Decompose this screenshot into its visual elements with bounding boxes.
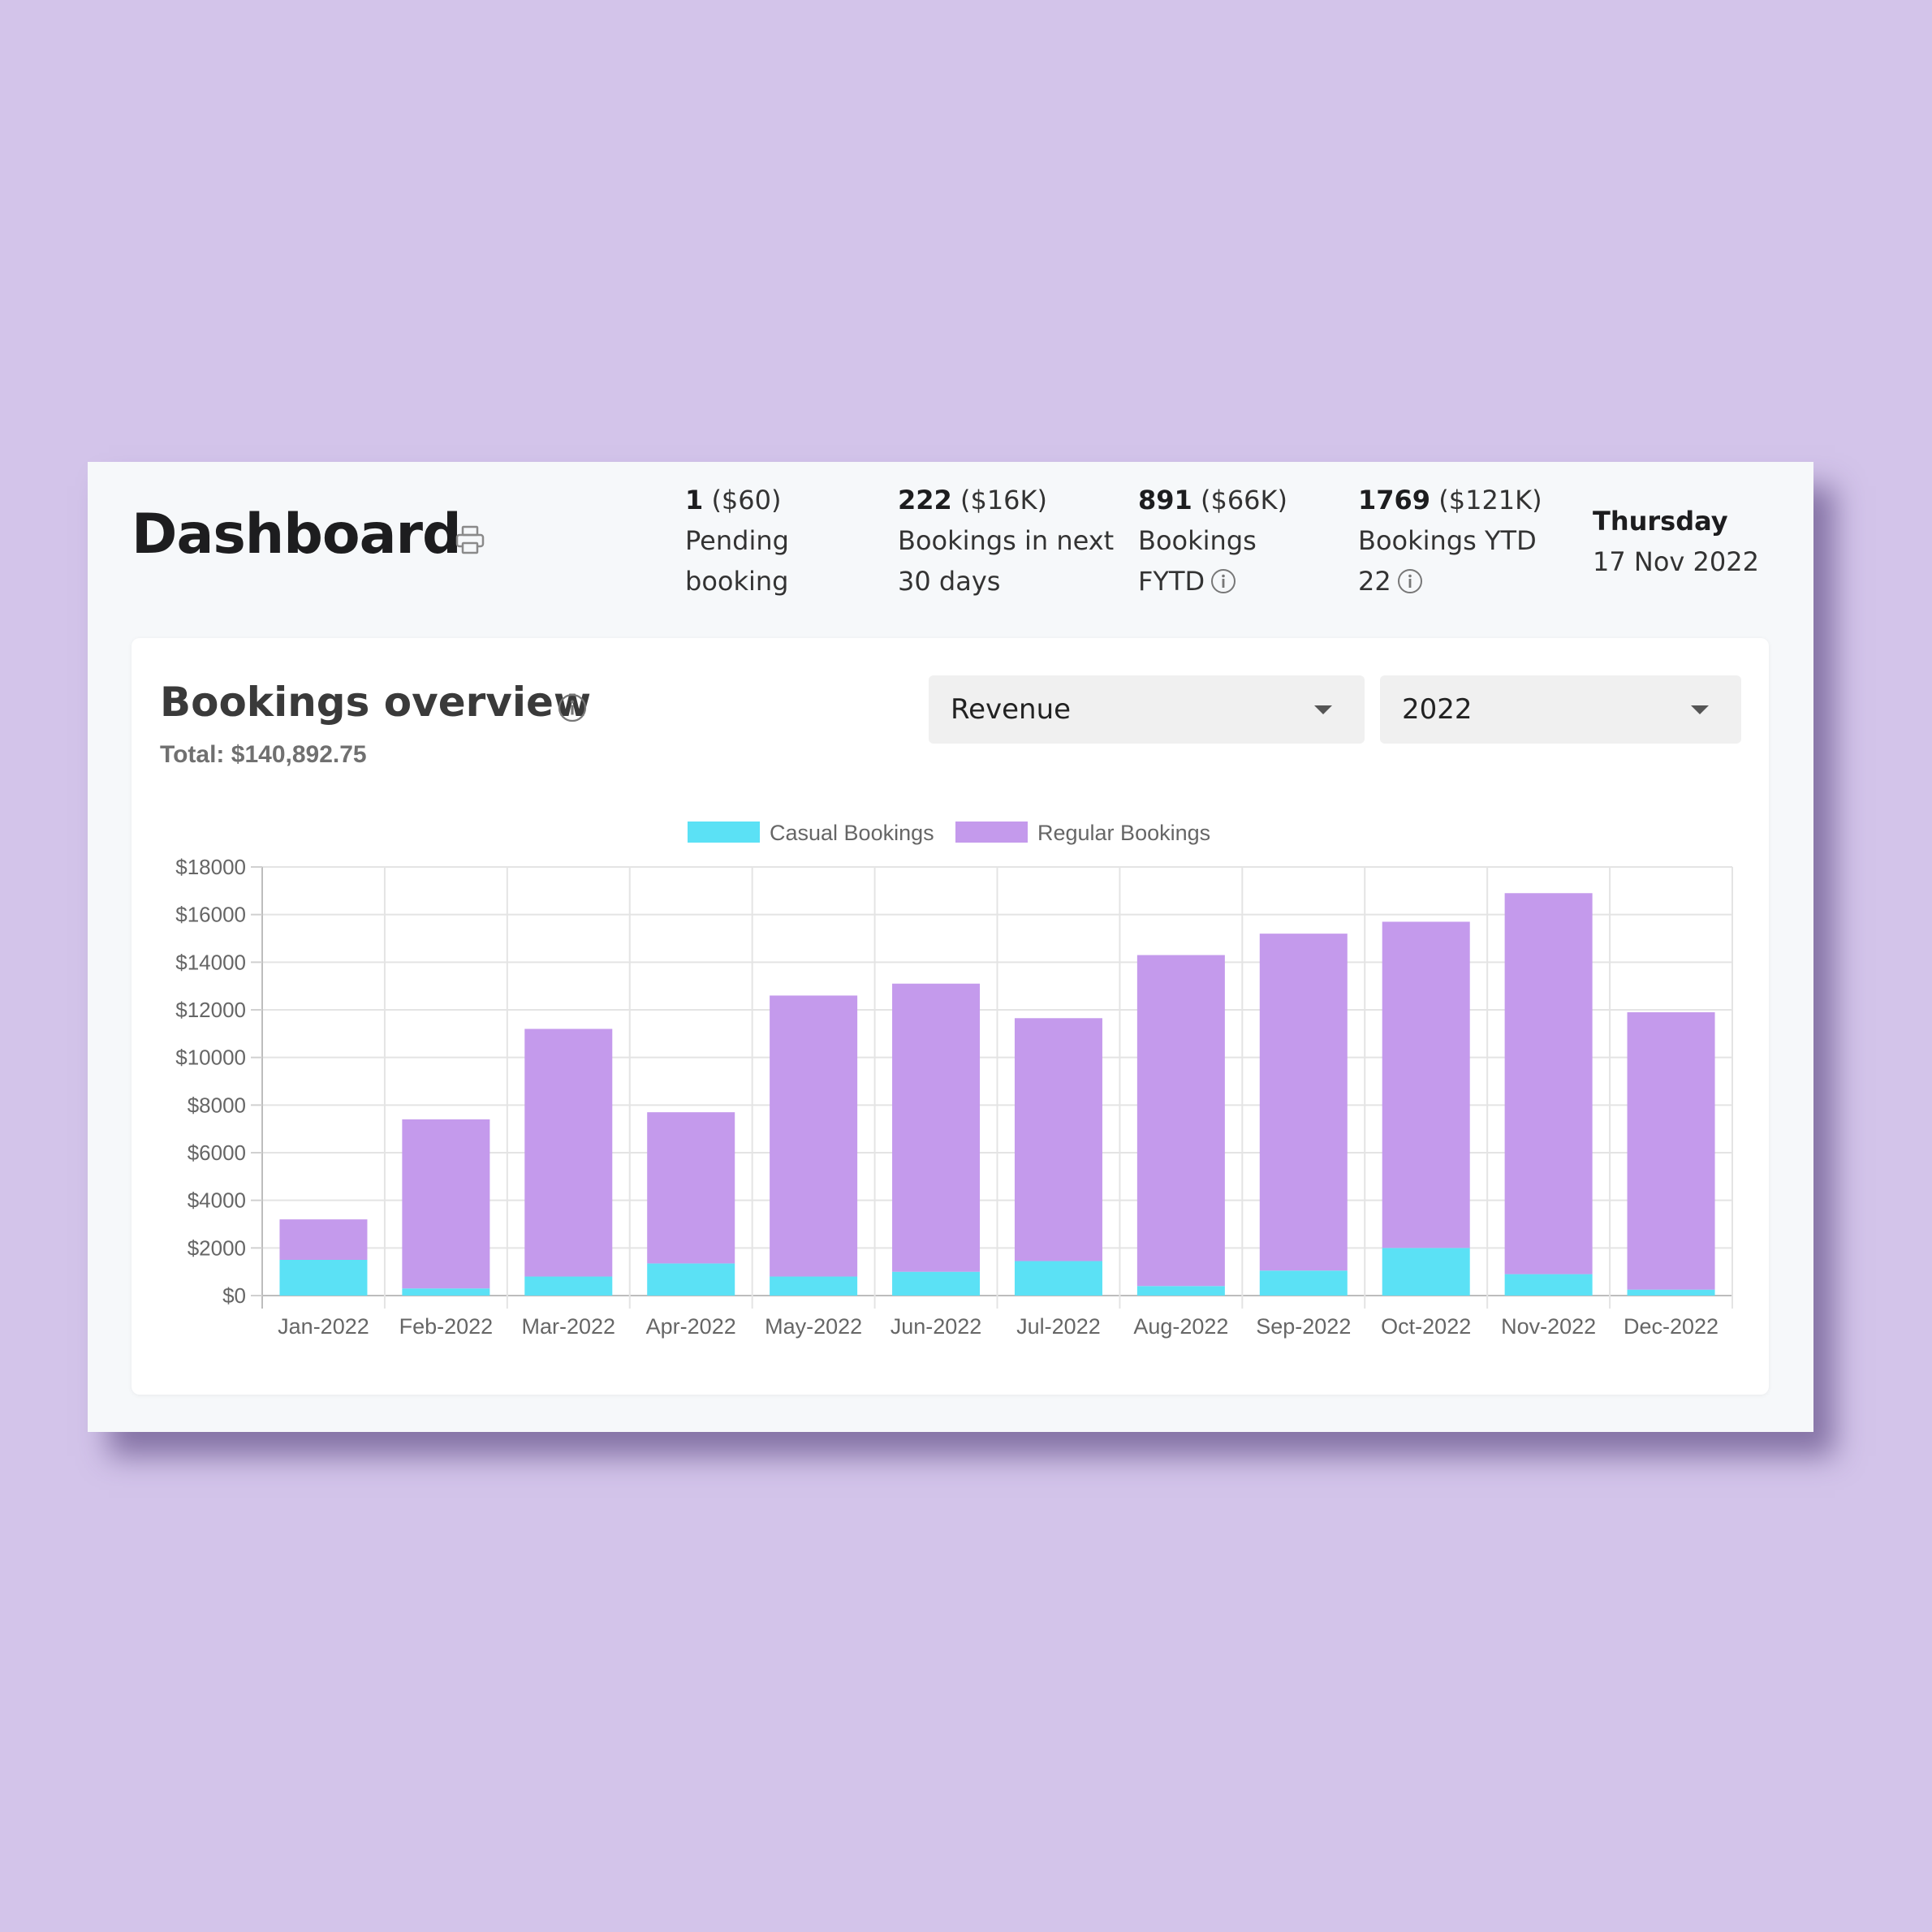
bar-regular[interactable] bbox=[402, 1119, 490, 1289]
stat-bookings-next-30-days: 222 ($16K) Bookings in next 30 days bbox=[898, 480, 1114, 602]
stat-label: booking bbox=[685, 566, 789, 597]
year-select[interactable]: 2022 bbox=[1380, 675, 1741, 744]
legend-label-regular[interactable]: Regular Bookings bbox=[1037, 821, 1210, 845]
current-date-text: 17 Nov 2022 bbox=[1593, 546, 1759, 577]
y-tick-label: $4000 bbox=[188, 1188, 246, 1213]
bar-casual[interactable] bbox=[1136, 1286, 1225, 1296]
legend-label-casual[interactable]: Casual Bookings bbox=[770, 821, 934, 845]
chevron-down-icon bbox=[1314, 705, 1332, 714]
bar-casual[interactable] bbox=[524, 1276, 613, 1296]
bar-casual[interactable] bbox=[1259, 1270, 1348, 1296]
bar-casual[interactable] bbox=[892, 1271, 981, 1296]
bar-regular[interactable] bbox=[647, 1112, 735, 1264]
chevron-down-icon bbox=[1691, 705, 1709, 714]
info-icon[interactable] bbox=[557, 692, 588, 723]
bar-casual[interactable] bbox=[279, 1260, 368, 1296]
stat-label: 30 days bbox=[898, 566, 1001, 597]
bar-casual[interactable] bbox=[1504, 1274, 1593, 1296]
stat-amount: ($16K) bbox=[951, 485, 1047, 515]
metric-select[interactable]: Revenue bbox=[929, 675, 1365, 744]
x-tick-label: Nov-2022 bbox=[1501, 1314, 1596, 1339]
bookings-total: Total: $140,892.75 bbox=[160, 741, 367, 768]
y-tick-label: $2000 bbox=[188, 1236, 246, 1260]
year-select-value: 2022 bbox=[1402, 693, 1473, 726]
metric-select-value: Revenue bbox=[951, 693, 1072, 726]
stat-label: Bookings in next bbox=[898, 525, 1115, 556]
x-tick-label: Dec-2022 bbox=[1624, 1314, 1719, 1339]
stat-label: 22 bbox=[1358, 566, 1391, 597]
stat-value: 1 bbox=[685, 485, 704, 515]
bar-regular[interactable] bbox=[1504, 893, 1593, 1274]
y-tick-label: $18000 bbox=[175, 855, 246, 879]
x-tick-label: May-2022 bbox=[765, 1314, 862, 1339]
bar-regular[interactable] bbox=[1136, 955, 1225, 1287]
stat-label: Bookings YTD bbox=[1358, 525, 1537, 556]
bar-regular[interactable] bbox=[770, 995, 858, 1277]
bookings-overview-card: Bookings overview Total: $140,892.75 Rev… bbox=[132, 638, 1769, 1395]
bar-casual[interactable] bbox=[1627, 1289, 1715, 1296]
bookings-chart: $0 $2000 $4000 $6000 $8000 $10000 $12000 $14000… bbox=[175, 821, 1733, 1339]
bar-casual[interactable] bbox=[1382, 1248, 1470, 1296]
stat-value: 1769 bbox=[1358, 485, 1431, 515]
x-tick-label: Jun-2022 bbox=[891, 1314, 982, 1339]
chart-legend: Casual Bookings Regular Bookings bbox=[688, 821, 1210, 845]
x-tick-label: Oct-2022 bbox=[1381, 1314, 1471, 1339]
stat-bookings-ytd: 1769 ($121K) Bookings YTD 22 bbox=[1358, 480, 1542, 602]
chart-grid bbox=[261, 866, 1733, 1309]
legend-swatch-casual[interactable] bbox=[688, 822, 760, 843]
y-tick-label: $16000 bbox=[175, 903, 246, 927]
bar-regular[interactable] bbox=[524, 1029, 613, 1277]
bar-regular[interactable] bbox=[1259, 934, 1348, 1271]
x-tick-label: Apr-2022 bbox=[646, 1314, 736, 1339]
bar-regular[interactable] bbox=[1014, 1018, 1102, 1261]
y-tick-label: $0 bbox=[222, 1283, 246, 1308]
stat-amount: ($121K) bbox=[1430, 485, 1542, 515]
legend-swatch-regular[interactable] bbox=[955, 822, 1028, 843]
stat-value: 222 bbox=[898, 485, 952, 515]
x-tick-label: Aug-2022 bbox=[1133, 1314, 1228, 1339]
info-icon[interactable] bbox=[1396, 567, 1424, 595]
bar-regular[interactable] bbox=[892, 983, 981, 1272]
y-tick-label: $12000 bbox=[175, 998, 246, 1022]
current-day: Thursday bbox=[1593, 506, 1728, 537]
stat-amount: ($60) bbox=[703, 485, 782, 515]
bar-regular[interactable] bbox=[1627, 1011, 1715, 1290]
bookings-overview-title: Bookings overview bbox=[160, 679, 592, 726]
current-date: Thursday 17 Nov 2022 bbox=[1593, 501, 1759, 582]
bar-casual[interactable] bbox=[647, 1263, 735, 1296]
x-tick-label: Mar-2022 bbox=[522, 1314, 616, 1339]
x-tick-label: Feb-2022 bbox=[399, 1314, 494, 1339]
page-title: Dashboard bbox=[132, 502, 462, 567]
bar-regular[interactable] bbox=[279, 1219, 368, 1260]
y-tick-label: $8000 bbox=[188, 1093, 246, 1117]
chart-bars bbox=[279, 893, 1715, 1296]
y-tick-label: $10000 bbox=[175, 1046, 246, 1070]
bar-casual[interactable] bbox=[770, 1276, 858, 1296]
stat-amount: ($66K) bbox=[1192, 485, 1287, 515]
stat-pending-booking: 1 ($60) Pending booking bbox=[685, 480, 789, 602]
bar-regular[interactable] bbox=[1382, 921, 1470, 1248]
info-icon[interactable] bbox=[1210, 567, 1237, 595]
chart-axes: $0 $2000 $4000 $6000 $8000 $10000 $12000 $14000… bbox=[175, 855, 1719, 1339]
bar-casual[interactable] bbox=[1014, 1261, 1102, 1296]
stat-label: FYTD bbox=[1138, 566, 1205, 597]
x-tick-label: Sep-2022 bbox=[1256, 1314, 1351, 1339]
stat-label: Bookings bbox=[1138, 525, 1257, 556]
x-tick-label: Jul-2022 bbox=[1016, 1314, 1101, 1339]
y-tick-label: $6000 bbox=[188, 1141, 246, 1165]
dashboard-window: Dashboard 1 ($60) Pending booking 222 ($… bbox=[88, 462, 1813, 1432]
x-tick-label: Jan-2022 bbox=[278, 1314, 369, 1339]
printer-icon[interactable] bbox=[454, 524, 486, 556]
stat-bookings-fytd: 891 ($66K) Bookings FYTD bbox=[1138, 480, 1287, 602]
bar-casual[interactable] bbox=[402, 1288, 490, 1296]
stat-label: Pending bbox=[685, 525, 789, 556]
y-tick-label: $14000 bbox=[175, 950, 246, 974]
stat-value: 891 bbox=[1138, 485, 1192, 515]
